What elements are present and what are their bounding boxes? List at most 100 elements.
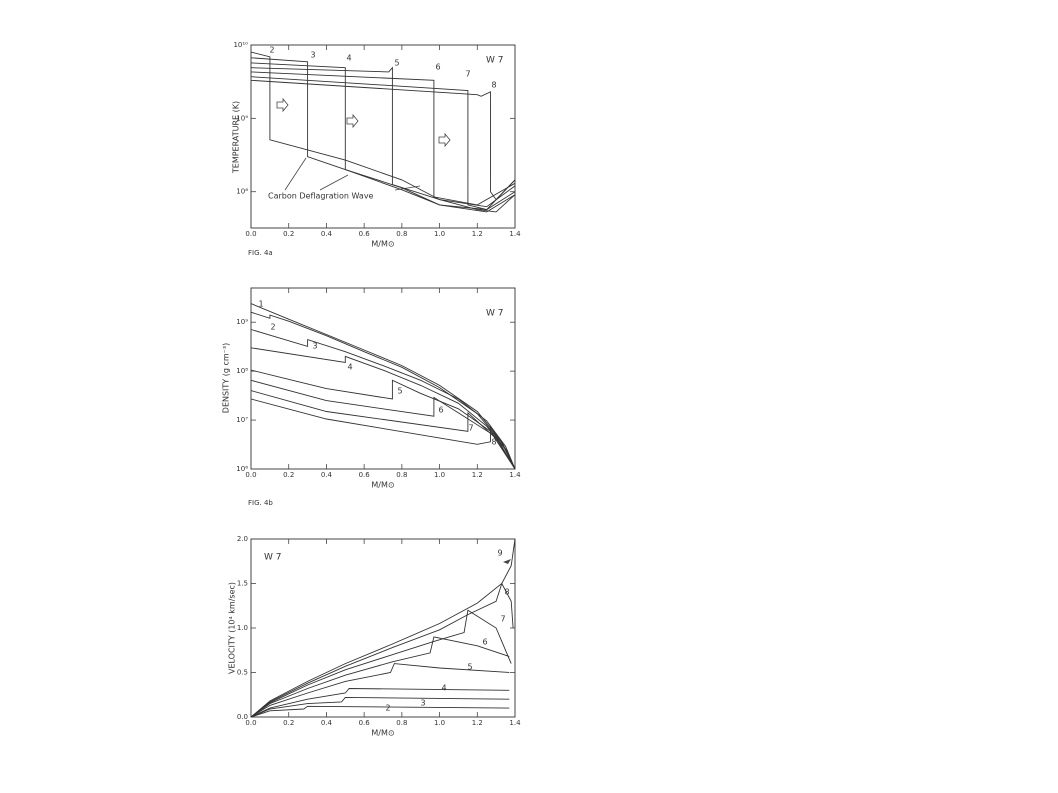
curve-label: 2: [270, 323, 275, 332]
y-axis-label: DENSITY (g cm⁻³): [222, 343, 231, 413]
curve: [250, 398, 516, 470]
curve-label: 8: [504, 588, 509, 597]
y-tick-label: 10¹⁰: [233, 41, 248, 49]
x-tick-label: 0.0: [245, 471, 256, 479]
curve-label: 6: [435, 63, 440, 72]
curve-label: 5: [397, 387, 402, 396]
curve: [250, 329, 516, 470]
x-tick-label: 1.2: [472, 719, 483, 727]
curve: [250, 696, 510, 718]
x-tick-label: 1.0: [434, 471, 445, 479]
annotation-pointer: [319, 174, 349, 191]
plot-frame: [250, 44, 516, 229]
plot-frame: [250, 287, 516, 470]
x-tick-label: 0.8: [396, 230, 407, 238]
x-tick-label: 1.2: [472, 471, 483, 479]
curve-label: 5: [394, 59, 399, 68]
x-tick-label: 1.4: [509, 230, 521, 238]
flame-arrow: [346, 113, 359, 129]
y-tick-label: 0.0: [237, 713, 248, 721]
curve: [250, 705, 510, 718]
curve: [250, 636, 510, 718]
curve: [250, 57, 516, 213]
y-tick-label: 2.0: [237, 535, 248, 543]
x-axis-label: M/M⊙: [371, 240, 394, 249]
curve: [250, 51, 516, 213]
chart-title: W 7: [486, 56, 504, 66]
y-tick-label: 0.5: [237, 669, 248, 677]
curve-label: 2: [269, 46, 274, 55]
curve-label: 6: [482, 638, 487, 647]
curve: [250, 369, 516, 470]
x-tick-label: 0.0: [245, 230, 256, 238]
x-tick-label: 1.4: [509, 471, 521, 479]
curve: [250, 390, 516, 470]
x-tick-label: 0.6: [359, 471, 371, 479]
curve: [250, 582, 514, 718]
x-tick-label: 0.6: [359, 719, 371, 727]
y-axis-label: TEMPERATURE (K): [232, 101, 241, 174]
x-tick-label: 0.6: [359, 230, 371, 238]
x-tick-label: 0.4: [321, 230, 333, 238]
curve-label: 3: [312, 342, 317, 351]
x-tick-label: 0.2: [283, 230, 294, 238]
y-tick-label: 10⁸: [236, 188, 248, 196]
flame-arrow: [438, 132, 451, 148]
chart-title: W 7: [264, 553, 282, 563]
y-axis-label: VELOCITY (10⁴ km/sec): [228, 582, 237, 674]
curve-label: 4: [441, 684, 446, 693]
chart-title: W 7: [486, 309, 504, 319]
y-tick-label: 10⁸: [236, 367, 248, 375]
y-tick-label: 10⁹: [236, 114, 248, 122]
x-tick-label: 0.2: [283, 471, 294, 479]
curve: [250, 663, 510, 718]
annotation-pointer: [284, 157, 307, 191]
curve-label: 8: [491, 81, 496, 90]
curve: [250, 79, 516, 201]
x-tick-label: 0.8: [396, 471, 407, 479]
x-tick-label: 0.4: [321, 471, 333, 479]
curve: [250, 688, 510, 718]
figure-caption: FIG. 4a: [248, 249, 273, 257]
x-tick-label: 1.4: [509, 719, 521, 727]
curve-label: 6: [438, 406, 443, 415]
y-tick-label: 10⁶: [236, 465, 248, 473]
x-tick-label: 1.0: [434, 719, 445, 727]
curve-label: 9: [497, 549, 502, 558]
x-axis-label: M/M⊙: [371, 481, 394, 490]
annotation: Carbon Deflagration Wave: [268, 192, 374, 201]
y-tick-label: 10⁷: [236, 416, 248, 424]
curve-label: 3: [310, 51, 315, 60]
x-tick-label: 0.2: [283, 719, 294, 727]
curve-label: 5: [467, 663, 472, 672]
curve-label: 1: [258, 300, 263, 309]
curve-label: 7: [500, 615, 505, 624]
mark-glyph: [503, 559, 511, 564]
x-tick-label: 0.8: [396, 719, 407, 727]
curve-label: 4: [346, 54, 351, 63]
x-tick-label: 1.0: [434, 230, 445, 238]
curve: [250, 311, 516, 470]
curve-label: 7: [468, 424, 473, 433]
y-tick-label: 1.0: [237, 624, 248, 632]
curve: [250, 66, 516, 208]
curve: [250, 379, 516, 470]
x-tick-label: 0.0: [245, 719, 256, 727]
curve: [250, 609, 512, 718]
x-tick-label: 1.2: [472, 230, 483, 238]
x-axis-label: M/M⊙: [371, 729, 394, 738]
curve-label: 7: [465, 70, 470, 79]
curve: [250, 71, 516, 206]
curve-label: 4: [347, 363, 352, 372]
flame-arrow: [276, 97, 289, 113]
figure-caption: FIG. 4b: [248, 499, 273, 507]
annotation-pointer: [394, 185, 421, 191]
curve-label: 8: [491, 438, 496, 447]
curve-label: 3: [420, 699, 425, 708]
y-tick-label: 10⁹: [236, 318, 248, 326]
x-tick-label: 0.4: [321, 719, 333, 727]
y-tick-label: 1.5: [237, 580, 248, 588]
curve-label: 2: [385, 704, 390, 713]
